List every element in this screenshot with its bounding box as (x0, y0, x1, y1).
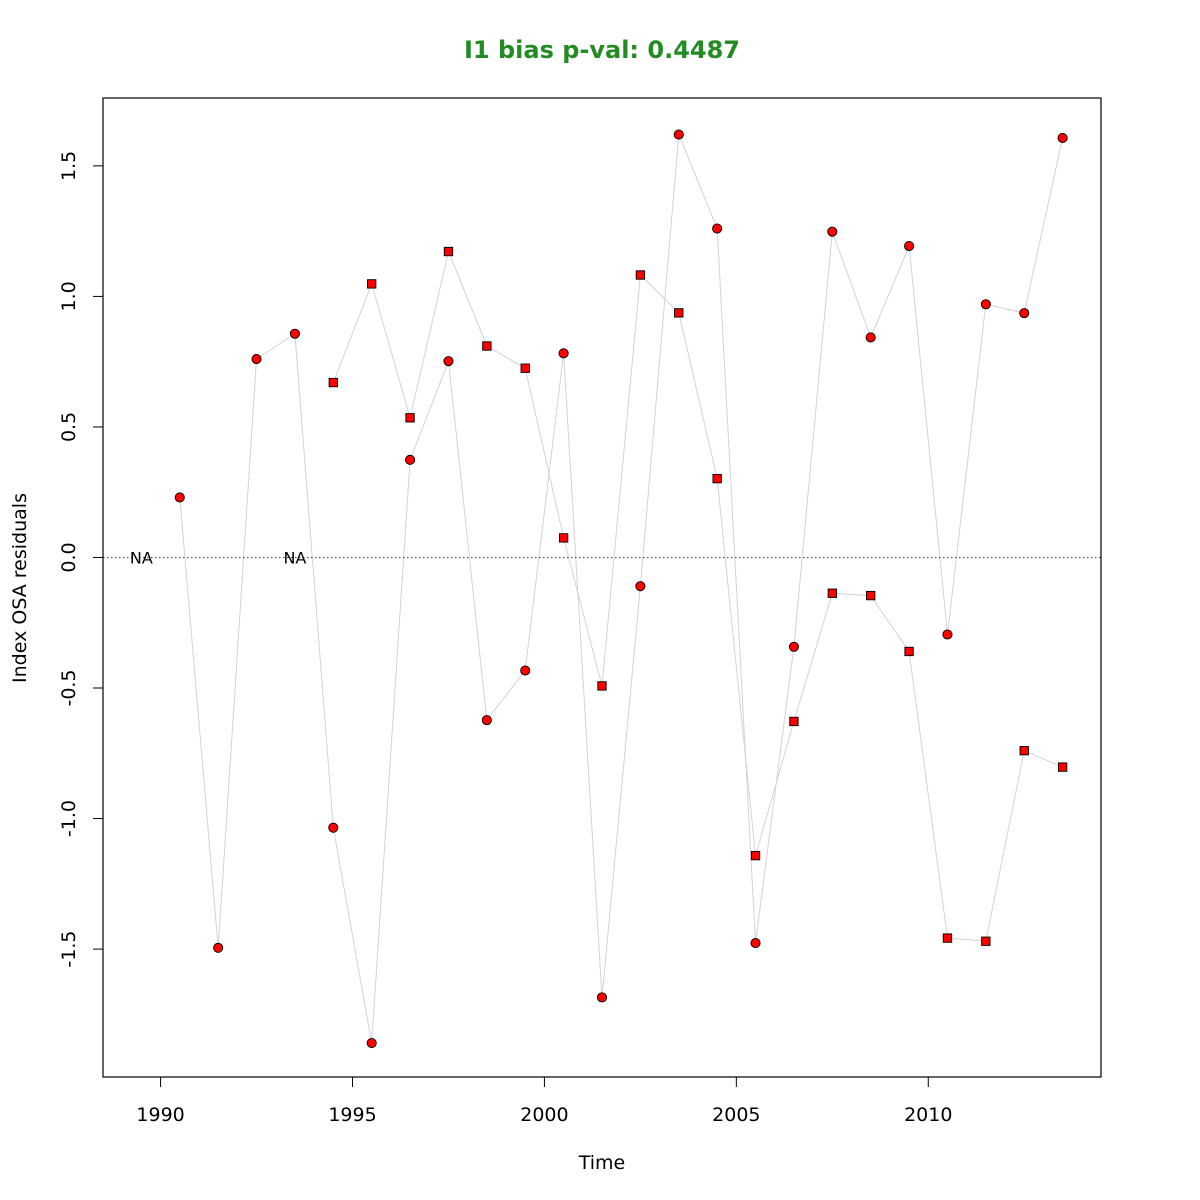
data-point-circle (366, 1038, 377, 1049)
data-point-circle (405, 454, 416, 465)
data-point-square (558, 533, 569, 543)
data-point-square (367, 279, 377, 289)
data-point-circle (635, 581, 646, 592)
data-point-circle (251, 354, 262, 365)
y-tick-label: 0.0 (58, 542, 80, 572)
data-point-circle (904, 240, 915, 252)
data-point-circle (213, 942, 224, 953)
data-point-square (674, 308, 684, 318)
data-point-square (789, 716, 799, 727)
data-point-square (750, 850, 761, 861)
data-point-square (942, 933, 953, 943)
y-tick-label: 0.5 (58, 412, 80, 442)
x-tick-label: 2000 (520, 1104, 568, 1126)
data-point-circle (673, 129, 684, 140)
x-tick-label: 2005 (712, 1104, 760, 1126)
y-tick-label: -1.0 (58, 800, 80, 837)
series-line-circle (179, 134, 1064, 1044)
data-point-square (866, 590, 876, 601)
y-axis: -1.5 -1.0 -0.5 0.0 0.5 1.0 1.5 (58, 151, 104, 968)
na-label: NA (130, 548, 153, 567)
data-points (174, 129, 1068, 1049)
na-labels: NA NA (130, 548, 307, 567)
y-tick-label: -0.5 (58, 669, 80, 706)
data-point-square (712, 473, 722, 484)
data-point-circle (289, 328, 300, 339)
data-point-square (482, 341, 492, 351)
data-point-circle (481, 715, 492, 726)
x-tick-label: 2010 (904, 1104, 952, 1126)
data-point-circle (1019, 308, 1030, 319)
data-point-circle (980, 299, 991, 310)
data-point-circle (596, 992, 608, 1003)
x-tick-label: 1990 (136, 1104, 184, 1126)
data-point-circle (750, 938, 761, 949)
data-point-square (981, 936, 991, 946)
data-point-circle (174, 492, 185, 503)
data-point-circle (788, 641, 799, 652)
data-point-square (443, 246, 454, 257)
data-point-circle (712, 223, 723, 234)
chart-title: I1 bias p-val: 0.4487 (464, 36, 740, 64)
plot-frame (102, 97, 1102, 1078)
data-point-circle (827, 226, 838, 237)
y-tick-label: -1.5 (58, 931, 80, 968)
data-point-circle (942, 629, 953, 640)
y-axis-label: Index OSA residuals (9, 493, 31, 683)
data-point-square (405, 413, 415, 423)
data-point-square (904, 646, 914, 657)
x-tick-label: 1995 (328, 1104, 376, 1126)
data-point-circle (1057, 132, 1068, 143)
data-point-square (1019, 746, 1029, 756)
y-tick-label: 1.5 (58, 151, 80, 181)
y-tick-label: 1.0 (58, 281, 80, 311)
na-label: NA (283, 548, 306, 567)
data-point-circle (443, 356, 454, 367)
data-point-circle (558, 348, 569, 359)
data-point-square (635, 270, 646, 280)
data-point-circle (328, 822, 339, 833)
data-point-square (520, 363, 530, 373)
data-point-circle (865, 332, 876, 343)
series-line-square (332, 249, 1063, 942)
data-point-square (827, 588, 837, 598)
series-lines (179, 134, 1064, 1044)
data-point-circle (520, 665, 531, 676)
data-point-square (1057, 762, 1068, 772)
x-axis-label: Time (578, 1152, 626, 1174)
x-axis: 1990 1995 2000 2005 2010 (136, 1076, 952, 1126)
data-point-square (328, 377, 338, 388)
data-point-square (597, 681, 607, 691)
